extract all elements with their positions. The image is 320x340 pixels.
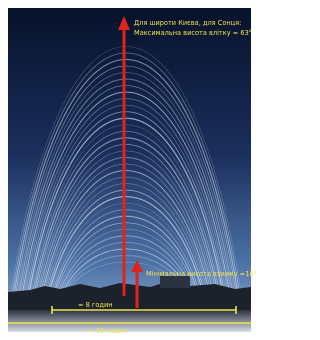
min-height-label: Мінімальна висота взимку ≈16°	[146, 270, 257, 278]
page: {"annotations": { "title_line1": "Для ши…	[0, 0, 259, 340]
title-line-1: Для широти Києва, для Сонця:	[134, 19, 241, 27]
long-day-label: ≈ 16 годин	[88, 327, 127, 335]
ground	[8, 310, 251, 332]
title-line-2: Максимальна висота влітку ≈ 63°	[134, 29, 252, 37]
short-day-label: ≈ 8 годин	[78, 301, 113, 309]
solargraph-image: Для широти Києва, для Сонця: Максимальна…	[0, 0, 259, 340]
